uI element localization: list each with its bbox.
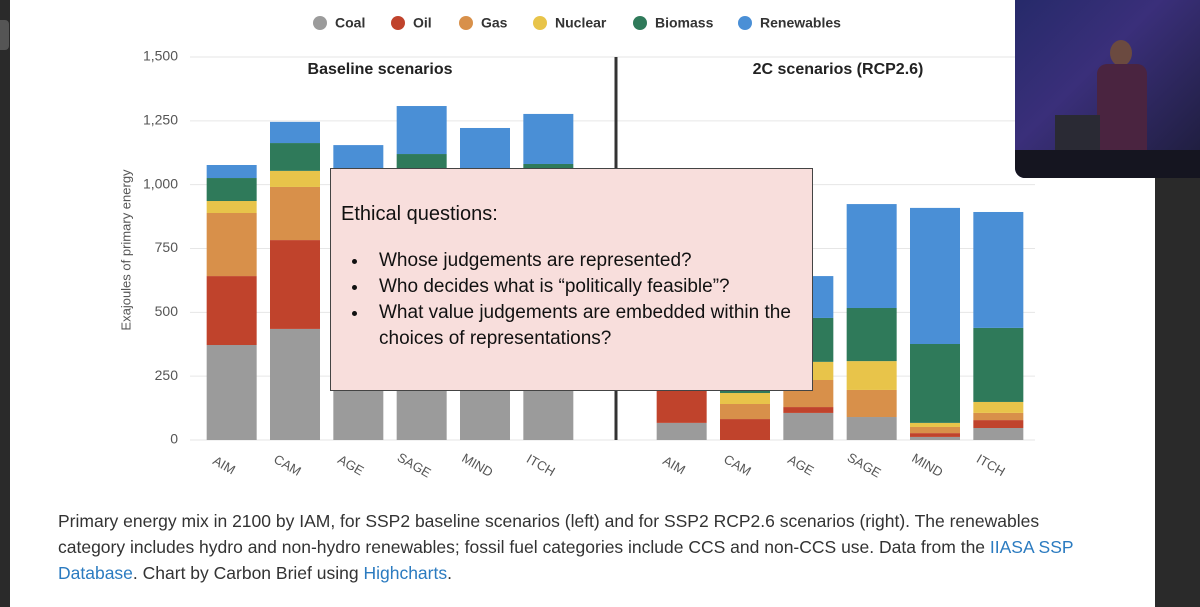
caption-link[interactable]: IIASA SSP Database: [58, 537, 1074, 583]
caption-link[interactable]: Highcharts: [363, 563, 448, 583]
caption: Primary energy mix in 2100 by IAM, for S…: [58, 508, 1078, 586]
overlay-bullets: Whose judgements are represented?Who dec…: [341, 248, 802, 352]
bar-segment: [720, 393, 770, 404]
bar-segment: [270, 240, 320, 329]
x-tick-label: AIM: [660, 453, 688, 478]
bar-segment: [910, 343, 960, 423]
legend-swatch: [533, 16, 547, 30]
legend-label: Nuclear: [555, 15, 607, 31]
bar-segment: [720, 419, 770, 440]
legend-label: Renewables: [760, 15, 841, 31]
bar-segment: [973, 327, 1024, 402]
y-axis-label: Exajoules of primary energy: [118, 169, 133, 331]
caption-text: . Chart by Carbon Brief using: [132, 563, 364, 583]
bar-segment: [270, 121, 320, 144]
bar-segment: [846, 389, 897, 418]
x-tick-label: AGE: [335, 452, 367, 479]
legend-swatch: [633, 16, 647, 30]
y-tick-label: 1,500: [143, 48, 178, 64]
legend-label: Biomass: [655, 15, 714, 31]
overlay-bullet: What value judgements are embedded withi…: [369, 300, 802, 352]
legend-label: Coal: [335, 15, 365, 31]
bar-segment: [206, 165, 257, 179]
bar-segment: [206, 178, 257, 202]
bar-segment: [523, 113, 574, 164]
bar-segment: [973, 211, 1024, 328]
y-tick-label: 1,250: [143, 112, 178, 128]
x-tick-label: CAM: [271, 451, 304, 478]
y-tick-label: 250: [155, 367, 179, 383]
x-tick-label: ITCH: [524, 451, 558, 479]
stage-floor: [1015, 150, 1200, 178]
y-tick-label: 1,000: [143, 175, 178, 191]
bar-segment: [206, 276, 257, 346]
speaker-body: [1097, 64, 1147, 154]
y-tick-label: 500: [155, 303, 179, 319]
overlay-box: Ethical questions: Whose judgements are …: [330, 168, 813, 391]
group-title: 2C scenarios (RCP2.6): [753, 61, 924, 78]
bar-segment: [720, 403, 770, 420]
bar-segment: [206, 213, 257, 277]
bar-segment: [783, 407, 834, 413]
x-tick-label: SAGE: [845, 450, 884, 481]
x-tick-label: ITCH: [974, 451, 1008, 479]
bar-segment: [910, 426, 960, 434]
bar-segment: [910, 207, 960, 344]
group-title: Baseline scenarios: [308, 61, 453, 78]
side-tab[interactable]: [0, 20, 9, 50]
bar-segment: [396, 106, 447, 155]
legend-label: Gas: [481, 15, 508, 31]
bar-segment: [270, 186, 320, 241]
legend-swatch: [313, 16, 327, 30]
bar-segment: [846, 361, 897, 390]
bar-segment: [270, 143, 320, 171]
bar-segment: [973, 420, 1024, 428]
legend-swatch: [459, 16, 473, 30]
caption-text: Primary energy mix in 2100 by IAM, for S…: [58, 511, 1040, 557]
overlay-heading: Ethical questions:: [341, 203, 498, 225]
bar-segment: [783, 412, 834, 440]
bar-segment: [656, 422, 707, 440]
x-tick-label: SAGE: [395, 450, 434, 481]
x-tick-label: AIM: [210, 453, 238, 478]
y-tick-label: 750: [155, 239, 179, 255]
bar-segment: [270, 328, 320, 440]
bar-segment: [270, 170, 320, 187]
bar-segment: [206, 201, 257, 214]
bar-segment: [910, 433, 960, 437]
caption-text: .: [447, 563, 452, 583]
bar-segment: [910, 436, 960, 440]
x-tick-label: MIND: [909, 450, 945, 480]
overlay-bullet: Who decides what is “politically feasibl…: [369, 274, 802, 300]
speaker-head: [1110, 40, 1132, 66]
bar-segment: [973, 427, 1024, 440]
y-tick-label: 0: [170, 431, 178, 447]
legend-swatch: [391, 16, 405, 30]
overlay-bullet: Whose judgements are represented?: [369, 248, 802, 274]
webcam-thumbnail[interactable]: [1015, 0, 1200, 178]
bar-segment: [846, 417, 897, 440]
bar-segment: [846, 307, 897, 362]
x-tick-label: AGE: [785, 452, 817, 479]
bar-segment: [973, 401, 1024, 413]
x-tick-label: CAM: [721, 451, 754, 478]
bar-segment: [910, 422, 960, 427]
bar-segment: [973, 412, 1024, 421]
legend-label: Oil: [413, 15, 432, 31]
x-tick-label: MIND: [459, 450, 495, 480]
legend-swatch: [738, 16, 752, 30]
bar-segment: [206, 345, 257, 440]
bar-segment: [846, 204, 897, 308]
